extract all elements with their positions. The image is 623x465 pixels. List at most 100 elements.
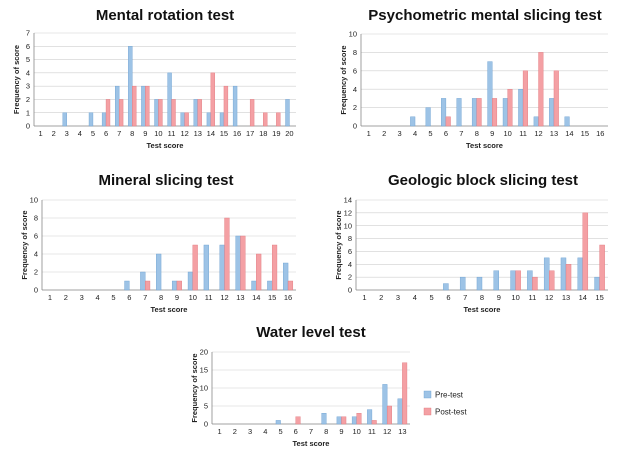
pre-test-bar — [471, 98, 477, 127]
x-tick-label: 1 — [367, 129, 371, 138]
x-tick-label: 2 — [382, 129, 386, 138]
y-tick-label: 10 — [349, 30, 357, 39]
post-test-bar — [386, 405, 392, 425]
pre-test-bar — [487, 61, 493, 127]
post-test-bar — [271, 244, 278, 291]
pre-test-bar — [128, 46, 133, 127]
y-tick-label: 2 — [34, 268, 38, 277]
x-tick-label: 1 — [362, 293, 366, 302]
post-test-bar — [192, 244, 198, 291]
post-test-bar — [171, 99, 176, 127]
x-tick-label: 11 — [368, 427, 376, 436]
post-test-bar — [295, 416, 301, 425]
x-tick-label: 15 — [581, 129, 589, 138]
post-test-bar — [371, 420, 377, 425]
y-tick-label: 6 — [34, 232, 38, 241]
pre-test-bar — [321, 413, 327, 425]
post-test-bar — [224, 217, 230, 291]
x-tick-label: 2 — [52, 129, 56, 138]
y-tick-label: 10 — [344, 221, 352, 230]
y-tick-label: 20 — [200, 348, 208, 357]
pre-test-bar — [283, 262, 289, 291]
pre-test-bar — [367, 409, 373, 425]
x-tick-label: 3 — [80, 293, 84, 302]
y-axis-label: Frequency of score — [190, 353, 199, 422]
x-tick-label: 3 — [396, 293, 400, 302]
x-tick-label: 2 — [64, 293, 68, 302]
x-tick-label: 4 — [95, 293, 99, 302]
x-tick-label: 10 — [154, 129, 162, 138]
y-tick-label: 5 — [204, 402, 208, 411]
pre-test-bar — [101, 112, 107, 127]
y-tick-label: 0 — [26, 122, 30, 131]
pre-test-bar — [167, 72, 172, 127]
x-tick-label: 9 — [490, 129, 494, 138]
x-tick-label: 6 — [127, 293, 131, 302]
post-test-bar — [256, 253, 262, 291]
x-tick-label: 11 — [529, 293, 537, 302]
post-test-bar — [105, 99, 111, 127]
x-tick-label: 5 — [111, 293, 115, 302]
pre-test-bar — [232, 85, 238, 127]
x-tick-label: 5 — [91, 129, 95, 138]
post-test-bar — [176, 280, 182, 291]
post-test-bar — [210, 72, 215, 127]
y-tick-label: 0 — [34, 286, 38, 295]
pre-test-bar — [285, 99, 290, 127]
pre-test-bar — [251, 280, 257, 291]
pre-test-bar — [549, 98, 555, 127]
chart-panel-2: Psychometric mental slicing test 0 2 4 6 8 10 1… — [339, 7, 608, 150]
y-tick-label: 0 — [204, 420, 208, 429]
pre-test-bar — [156, 253, 162, 291]
x-axis-label: Test score — [293, 439, 330, 448]
post-test-bar — [184, 112, 189, 127]
pre-test-bar — [219, 112, 225, 127]
x-tick-label: 8 — [480, 293, 484, 302]
x-tick-label: 9 — [497, 293, 501, 302]
pre-test-bar — [594, 276, 600, 291]
y-tick-label: 7 — [26, 29, 30, 38]
post-test-bar — [287, 280, 294, 291]
x-tick-label: 10 — [503, 129, 511, 138]
pre-test-legend-label: Pre-test — [435, 391, 464, 400]
post-test-bar — [240, 235, 246, 291]
post-test-legend-swatch — [423, 407, 432, 416]
x-tick-label: 1 — [218, 427, 222, 436]
post-test-bar — [549, 270, 555, 291]
x-tick-label: 6 — [444, 129, 448, 138]
pre-test-bar — [425, 107, 431, 127]
x-tick-label: 11 — [205, 293, 213, 302]
x-tick-label: 13 — [550, 129, 558, 138]
x-tick-label: 15 — [268, 293, 276, 302]
post-test-bar — [402, 362, 408, 425]
x-tick-label: 10 — [189, 293, 197, 302]
x-tick-label: 2 — [233, 427, 237, 436]
pre-test-bar — [459, 276, 466, 291]
y-tick-label: 1 — [26, 108, 30, 117]
x-tick-label: 10 — [353, 427, 361, 436]
x-tick-label: 20 — [285, 129, 293, 138]
legend: Pre-test Post-test — [423, 391, 467, 417]
x-tick-label: 1 — [38, 129, 42, 138]
post-test-legend-label: Post-test — [435, 408, 467, 417]
y-tick-label: 5 — [26, 55, 30, 64]
pre-test-bar — [219, 244, 225, 291]
x-tick-label: 4 — [263, 427, 267, 436]
pre-test-bar — [140, 271, 146, 291]
post-test-bar — [599, 244, 605, 291]
y-tick-label: 4 — [26, 68, 30, 77]
x-tick-label: 7 — [459, 129, 463, 138]
post-test-bar — [565, 264, 572, 291]
pre-test-bar — [533, 116, 539, 127]
y-tick-label: 12 — [344, 208, 352, 217]
x-tick-label: 3 — [65, 129, 69, 138]
y-tick-label: 15 — [200, 366, 208, 375]
x-tick-label: 11 — [519, 129, 527, 138]
x-tick-label: 12 — [534, 129, 542, 138]
x-tick-label: 14 — [252, 293, 260, 302]
x-tick-label: 16 — [596, 129, 604, 138]
pre-test-bar — [336, 416, 342, 425]
post-test-bar — [276, 112, 281, 127]
post-test-bar — [249, 99, 255, 127]
